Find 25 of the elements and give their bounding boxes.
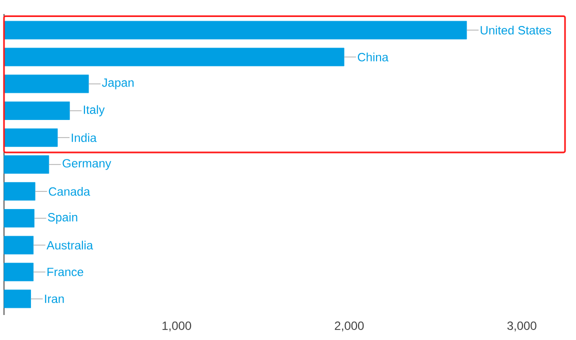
x-tick-label: 2,000 [334,322,364,332]
y-tick-label: China [358,52,388,62]
bar [4,236,34,254]
bar [4,20,467,40]
y-tick-label: Canada [48,186,90,196]
y-tick-label: Australia [46,240,94,250]
bar [4,182,36,201]
y-tick-label: United States [480,26,552,35]
y-tick-label: Japan [102,78,134,90]
bar [4,128,58,147]
x-tick-label: 3,000 [507,322,536,332]
y-tick-label: Spain [48,212,78,224]
y-tick-label: France [48,268,84,276]
bar [4,74,89,94]
bar [4,48,344,66]
bar [4,155,50,174]
bar [4,102,70,120]
y-tick-label: Italy [84,105,105,116]
y-tick-label: Germany [62,159,112,170]
x-tick-label: 1,000 [162,322,192,332]
y-tick-label: Iran [45,294,64,304]
bar [4,209,34,228]
bar [4,290,31,308]
bar [4,262,34,282]
y-tick-label: India [72,133,97,142]
